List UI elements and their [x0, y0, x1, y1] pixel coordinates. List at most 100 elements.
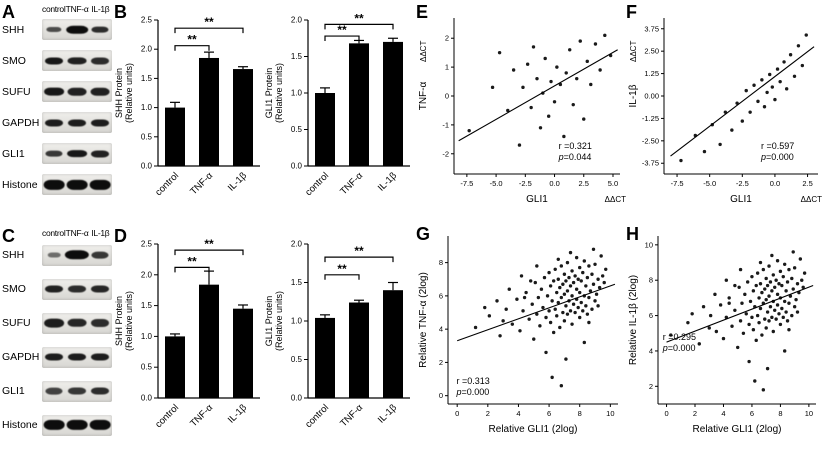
- x-tick-label: -7.5: [671, 179, 684, 188]
- y-axis-title: SHH Protein: [114, 296, 124, 346]
- bar-chart-root: 0.0 0.5 1.0 1.5 2.0 control TNF-α IL-1β ** ** GLI1…: [264, 11, 410, 198]
- blot-band: [67, 149, 87, 158]
- blot-strip: [42, 346, 112, 368]
- bar: [165, 107, 185, 166]
- bar: [233, 308, 253, 398]
- panel-c-letter: C: [2, 226, 15, 246]
- blot-band: [91, 251, 109, 259]
- blot-band: [45, 353, 63, 361]
- blot-row: SUFU: [2, 306, 114, 340]
- y-axis-title: (Relative units): [274, 63, 284, 123]
- panel-b-letter: B: [114, 2, 127, 22]
- y-axis-title: GLI1 Protein: [264, 296, 274, 347]
- regression-line: [670, 46, 815, 157]
- bar-chart-root: 0.0 0.5 1.0 1.5 2.0 control TNF-α IL-1β ** ** GLI1…: [264, 240, 410, 430]
- blot-band: [45, 57, 63, 64]
- scatter-points: [473, 247, 608, 388]
- x-tick-label: 10: [606, 409, 614, 418]
- y-tick-label: 1.5: [141, 301, 153, 310]
- y-tick-label: 0.0: [291, 394, 303, 403]
- panel-a-letter: A: [2, 2, 15, 22]
- y-tick-label: 2: [439, 358, 443, 367]
- panel-f: F -7.5 -5.0 -2.5 0.0 2.5 3.75 2.50 1.25 0.00 -1.2…: [626, 0, 824, 220]
- blot-band: [44, 318, 64, 328]
- lane-label: control: [42, 228, 66, 238]
- western-blot-a: control TNF-α IL-1β SHH SMO SUFU GAPDH GLI1 Hist…: [2, 4, 114, 200]
- y-tick-label: 0: [439, 391, 443, 400]
- panel-a: A control TNF-α IL-1β SHH SMO SUFU GAPDH GLI1 Hi…: [2, 2, 114, 222]
- bar-chart-root: 0.0 0.5 1.0 1.5 2.0 2.5 control TNF-α IL-1β ** ** S…: [114, 237, 260, 430]
- bar-chart-shh-top: 0.0 0.5 1.0 1.5 2.0 2.5 control TNF-α IL-1β ** ** S…: [114, 15, 260, 198]
- bar-category-label: IL-1β: [376, 402, 400, 426]
- y-tick-label: 1: [445, 63, 449, 72]
- annotation-p: p=0.000: [760, 152, 794, 162]
- blot-band: [91, 150, 109, 157]
- x-tick-label: 8: [578, 409, 582, 418]
- protein-label: SMO: [2, 283, 26, 295]
- x-tick-label: -7.5: [460, 179, 473, 188]
- protein-label: Histone: [2, 419, 38, 431]
- x-tick-label: 2: [693, 409, 697, 418]
- blot-band: [91, 26, 109, 33]
- bar-category-label: control: [153, 170, 181, 198]
- y-axis-title: Relative IL-1β (2log): [628, 275, 639, 365]
- blot-band: [43, 419, 65, 431]
- blot-strip: [42, 81, 112, 102]
- panel-g-letter: G: [416, 224, 431, 244]
- y-axis-unit: ΔΔCT: [419, 41, 428, 62]
- x-axis-unit: ΔΔCT: [605, 195, 626, 204]
- y-axis-title: (Relative units): [124, 291, 134, 351]
- blot-band: [67, 318, 87, 328]
- y-tick-label: 8: [649, 276, 653, 285]
- x-tick-label: 6: [547, 409, 551, 418]
- blot-strip: [42, 380, 112, 402]
- y-tick-label: 2: [649, 382, 653, 391]
- panel-h: H 0 2 4 6 8 10 2 4 6 8 10 r =0.295 p=0.000 Relative G…: [626, 224, 824, 452]
- y-tick-label: 1.5: [291, 278, 303, 287]
- lane-label: control: [42, 4, 66, 14]
- significance-bracket: [324, 23, 394, 30]
- blot-band: [66, 419, 88, 431]
- y-tick-label: 0.0: [291, 162, 303, 171]
- protein-label: SUFU: [2, 317, 31, 329]
- bar-chart-pair-d: 0.0 0.5 1.0 1.5 2.0 2.5 control TNF-α IL-1β ** ** S…: [114, 228, 414, 450]
- x-tick-label: 0: [455, 409, 459, 418]
- blot-band: [46, 26, 62, 33]
- regression-line: [458, 49, 618, 142]
- panel-c: C control TNF-α IL-1β SHH SMO SUFU GAPDH GLI1 Hi…: [2, 226, 114, 452]
- y-tick-label: 8: [439, 258, 443, 267]
- regression-line: [666, 285, 814, 343]
- significance-bracket: [324, 274, 360, 280]
- blot-band: [45, 150, 63, 157]
- x-tick-label: -5.0: [490, 179, 503, 188]
- blot-band: [91, 353, 109, 361]
- protein-label: GLI1: [2, 385, 25, 397]
- annotation-r: r =0.313: [457, 376, 490, 386]
- bar: [233, 69, 253, 166]
- y-axis-title: IL-1β: [628, 84, 639, 107]
- regression-line: [457, 283, 616, 342]
- significance-stars: **: [187, 33, 197, 47]
- western-blot-c: control TNF-α IL-1β SHH SMO SUFU GAPDH GLI1 Hist…: [2, 228, 114, 442]
- bar-category-label: TNF-α: [338, 170, 365, 197]
- blot-row: GLI1: [2, 374, 114, 408]
- bar: [315, 93, 335, 166]
- panel-e-letter: E: [416, 2, 429, 22]
- protein-label: SUFU: [2, 85, 31, 98]
- blot-strip: [42, 112, 112, 133]
- y-tick-label: 2.0: [141, 45, 153, 54]
- significance-stars: **: [354, 244, 364, 258]
- lane-label: TNF-α: [65, 228, 89, 238]
- y-tick-label: 10: [645, 240, 653, 249]
- y-tick-label: 0.0: [141, 394, 153, 403]
- y-axis-unit: ΔΔCT: [629, 41, 638, 62]
- scatter-points: [467, 33, 613, 147]
- y-axis-title: (Relative units): [124, 63, 134, 123]
- blot-row: GAPDH: [2, 340, 114, 374]
- bar: [349, 43, 369, 166]
- lane-labels: control TNF-α IL-1β: [42, 4, 112, 14]
- blot-strip: [42, 278, 112, 300]
- blot-band: [43, 179, 65, 190]
- blot-row: SHH: [2, 238, 114, 272]
- blot-band: [68, 387, 86, 395]
